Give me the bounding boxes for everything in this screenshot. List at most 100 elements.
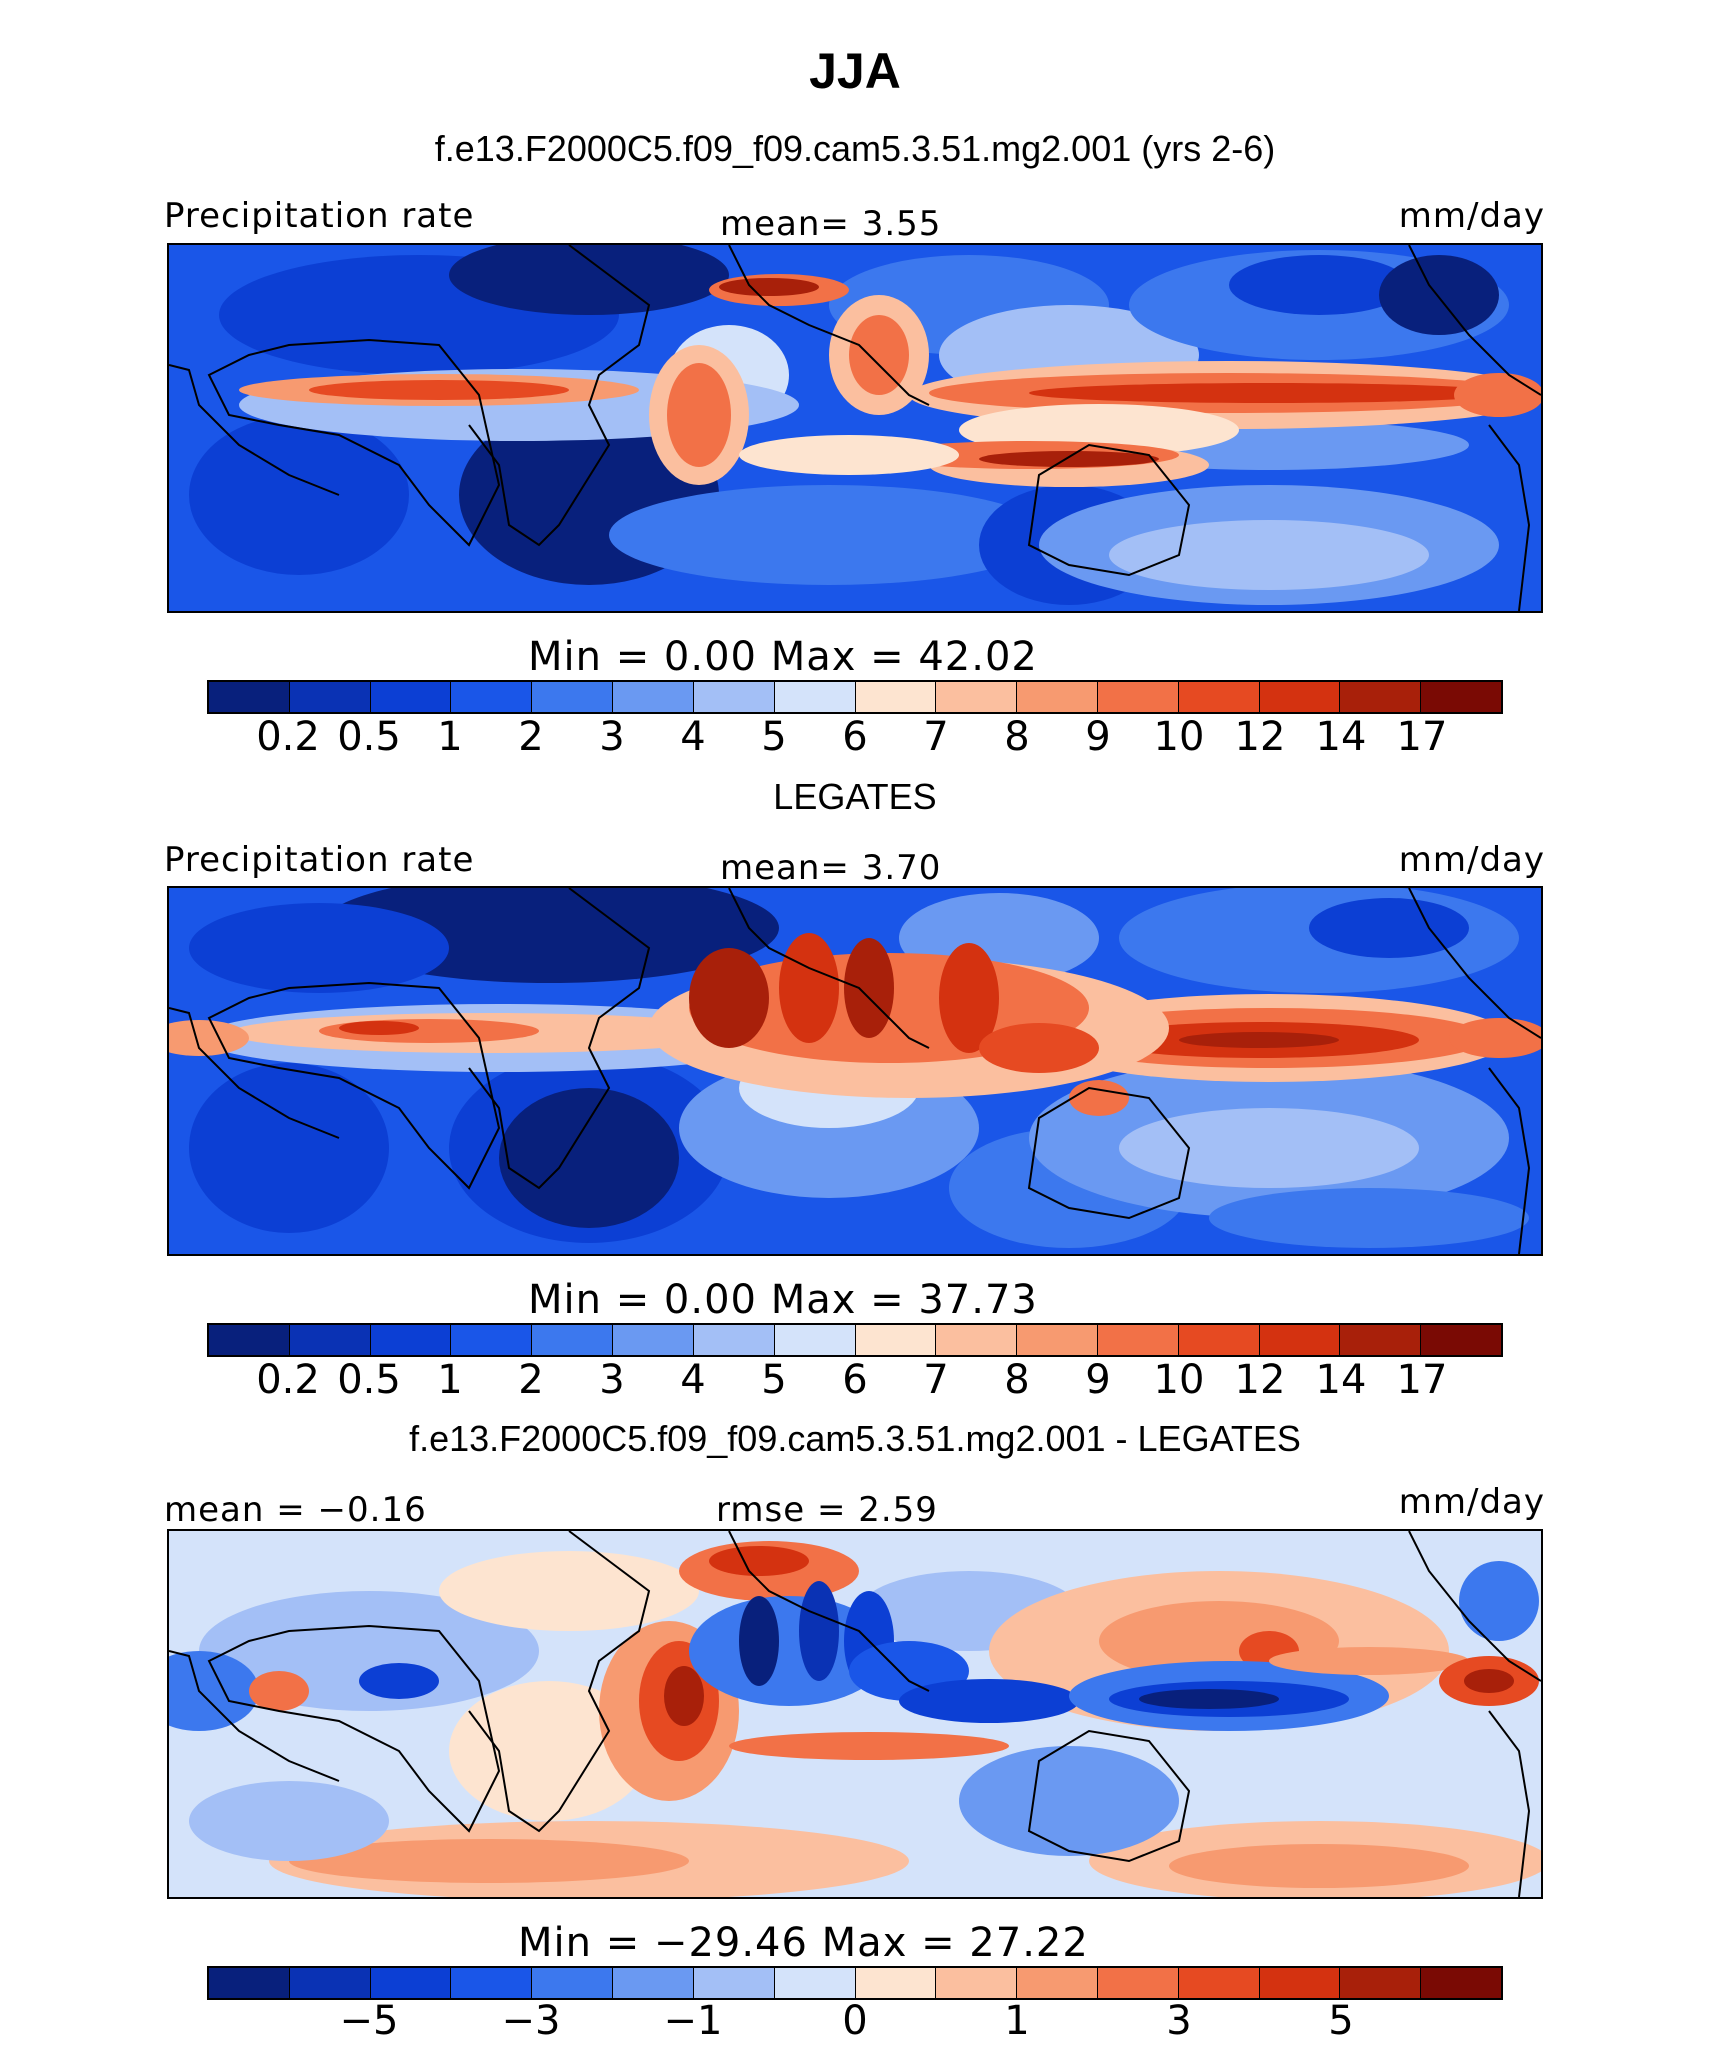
panel2-variable-label: Precipitation rate xyxy=(164,840,475,880)
colorbar-swatch xyxy=(613,682,694,712)
colorbar-swatch xyxy=(532,1325,614,1355)
colorbar-swatch xyxy=(1340,1325,1422,1355)
colorbar-tick: −5 xyxy=(339,1998,399,2044)
panel3-colorbar xyxy=(207,1966,1503,2000)
colorbar-tick: 5 xyxy=(761,1357,787,1403)
colorbar-tick: 8 xyxy=(1004,714,1030,760)
colorbar-tick: −1 xyxy=(663,1998,723,2044)
colorbar-swatch xyxy=(774,1325,856,1355)
colorbar-swatch xyxy=(532,682,614,712)
colorbar-swatch xyxy=(1017,1325,1098,1355)
colorbar-tick: 0.2 xyxy=(256,1357,320,1403)
panel3-colorbar-ticks: −5 −3 −1 0 1 3 5 xyxy=(0,1998,1710,2048)
colorbar-swatch xyxy=(209,1968,290,1998)
panel1-units-label: mm/day xyxy=(1398,196,1545,236)
colorbar-swatch xyxy=(1421,682,1501,712)
colorbar-swatch xyxy=(936,1325,1018,1355)
colorbar-swatch xyxy=(1421,1325,1501,1355)
colorbar-swatch xyxy=(1178,682,1260,712)
colorbar-tick: 3 xyxy=(599,714,625,760)
colorbar-swatch xyxy=(855,1325,937,1355)
colorbar-swatch xyxy=(855,682,937,712)
figure-title: JJA xyxy=(809,43,901,99)
colorbar-swatch xyxy=(693,1968,775,1998)
colorbar-swatch xyxy=(451,1968,533,1998)
colorbar-swatch xyxy=(613,1325,694,1355)
colorbar-swatch xyxy=(451,682,533,712)
colorbar-swatch xyxy=(289,1968,371,1998)
colorbar-tick: 8 xyxy=(1004,1357,1030,1403)
colorbar-swatch xyxy=(370,1325,452,1355)
panel1-map-field xyxy=(169,245,1541,611)
colorbar-swatch xyxy=(1259,682,1341,712)
panel3-rmse-label: rmse = 2.59 xyxy=(716,1490,938,1530)
colorbar-swatch xyxy=(370,682,452,712)
panel1-map xyxy=(167,243,1543,613)
colorbar-tick: 0.2 xyxy=(256,714,320,760)
colorbar-tick: 12 xyxy=(1234,1357,1286,1403)
colorbar-tick: 14 xyxy=(1315,1357,1367,1403)
colorbar-swatch xyxy=(693,682,775,712)
colorbar-swatch xyxy=(289,1325,371,1355)
colorbar-swatch xyxy=(1097,1325,1179,1355)
panel2-subtitle: LEGATES xyxy=(773,776,937,817)
panel1-subtitle: f.e13.F2000C5.f09_f09.cam5.3.51.mg2.001 … xyxy=(434,128,1276,169)
panel2-colorbar-ticks: 0.2 0.5 1 2 3 4 5 6 7 8 9 10 12 14 17 xyxy=(0,1357,1710,1407)
panel1-variable-label: Precipitation rate xyxy=(164,196,475,236)
colorbar-swatch xyxy=(370,1968,452,1998)
panel1-minmax: Min = 0.00 Max = 42.02 xyxy=(528,634,1038,680)
colorbar-tick: 0.5 xyxy=(337,714,401,760)
colorbar-tick: 10 xyxy=(1153,714,1205,760)
colorbar-swatch xyxy=(1340,682,1422,712)
panel3-map-field xyxy=(169,1531,1541,1897)
panel2-units-label: mm/day xyxy=(1398,840,1545,880)
colorbar-tick: 1 xyxy=(437,714,463,760)
colorbar-swatch xyxy=(774,682,856,712)
colorbar-swatch xyxy=(936,682,1018,712)
colorbar-swatch xyxy=(1340,1968,1422,1998)
panel2-map xyxy=(167,886,1543,1256)
colorbar-tick: 7 xyxy=(923,714,949,760)
panel2-mean-label: mean= 3.70 xyxy=(720,848,942,888)
panel3-minmax: Min = −29.46 Max = 27.22 xyxy=(518,1920,1089,1966)
colorbar-tick: 17 xyxy=(1396,1357,1448,1403)
panel3-mean-label: mean = −0.16 xyxy=(164,1490,427,1530)
colorbar-swatch xyxy=(1097,682,1179,712)
colorbar-swatch xyxy=(209,682,290,712)
colorbar-swatch xyxy=(209,1325,290,1355)
panel3-subtitle: f.e13.F2000C5.f09_f09.cam5.3.51.mg2.001 … xyxy=(409,1418,1301,1459)
colorbar-swatch xyxy=(1097,1968,1179,1998)
colorbar-swatch xyxy=(774,1968,856,1998)
colorbar-tick: 0.5 xyxy=(337,1357,401,1403)
colorbar-tick: 9 xyxy=(1085,1357,1111,1403)
colorbar-tick: 3 xyxy=(1166,1998,1192,2044)
colorbar-tick: 2 xyxy=(518,1357,544,1403)
panel1-colorbar xyxy=(207,680,1503,714)
colorbar-swatch xyxy=(1178,1968,1260,1998)
colorbar-swatch xyxy=(1259,1325,1341,1355)
panel1-mean-label: mean= 3.55 xyxy=(720,204,942,244)
colorbar-tick: 14 xyxy=(1315,714,1367,760)
panel1-colorbar-ticks: 0.2 0.5 1 2 3 4 5 6 7 8 9 10 12 14 17 xyxy=(0,714,1710,764)
colorbar-tick: 1 xyxy=(437,1357,463,1403)
colorbar-swatch xyxy=(855,1968,937,1998)
colorbar-tick: 5 xyxy=(1328,1998,1354,2044)
colorbar-tick: 6 xyxy=(842,714,868,760)
colorbar-tick: 5 xyxy=(761,714,787,760)
colorbar-tick: 3 xyxy=(599,1357,625,1403)
panel2-map-field xyxy=(169,888,1541,1254)
colorbar-tick: 6 xyxy=(842,1357,868,1403)
colorbar-tick: 1 xyxy=(1004,1998,1030,2044)
colorbar-swatch xyxy=(532,1968,614,1998)
panel2-colorbar xyxy=(207,1323,1503,1357)
colorbar-tick: 9 xyxy=(1085,714,1111,760)
colorbar-swatch xyxy=(1259,1968,1341,1998)
colorbar-tick: 0 xyxy=(842,1998,868,2044)
panel3-map xyxy=(167,1529,1543,1899)
colorbar-tick: 2 xyxy=(518,714,544,760)
colorbar-swatch xyxy=(936,1968,1018,1998)
panel2-minmax: Min = 0.00 Max = 37.73 xyxy=(528,1277,1038,1323)
colorbar-swatch xyxy=(1421,1968,1501,1998)
colorbar-tick: 10 xyxy=(1153,1357,1205,1403)
colorbar-tick: 7 xyxy=(923,1357,949,1403)
